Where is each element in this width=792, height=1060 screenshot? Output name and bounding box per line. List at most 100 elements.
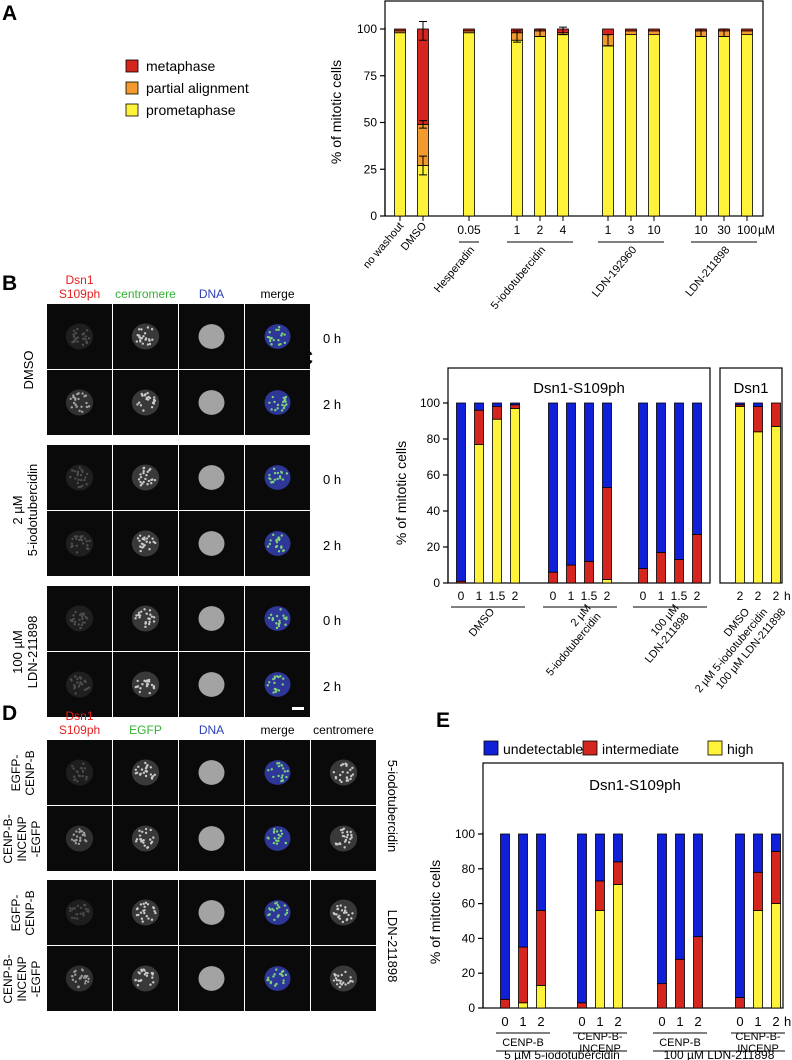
panel-b-image-tile-spot: [138, 539, 141, 542]
panel-c-ytick-label: 80: [427, 432, 441, 446]
panel-a-bar-prometaphase: [511, 39, 523, 217]
panel-d-image-tile-spot: [276, 903, 280, 907]
panel-b-image-tile: [179, 511, 244, 576]
panel-b-image-tile-spot: [88, 539, 91, 543]
panel-d-image-tile-spot: [152, 836, 155, 839]
panel-c-bar-intermediate: [510, 404, 520, 409]
panel-a-bar-metaphase: [648, 28, 660, 32]
panel-a-bar-prometaphase: [741, 34, 753, 217]
panel-e-ytick-label: 100: [455, 827, 475, 841]
panel-a-category-label: 1: [514, 223, 521, 237]
panel-b-channel-label: DNA: [199, 287, 224, 301]
panel-e-ytick-label: 0: [468, 1001, 475, 1015]
panel-b-image-tile-spot: [138, 690, 142, 694]
panel-b-image-tile-spot: [74, 332, 78, 335]
panel-b-image-tile-spot: [271, 395, 274, 399]
panel-b-image-tile-spot: [277, 339, 280, 342]
panel-letter-e: E: [436, 709, 450, 732]
panel-a-group-label: Hesperadin: [432, 244, 477, 295]
panel-b-group-label-line: 2 µM: [10, 495, 25, 524]
panel-b-image-tile-spot: [84, 335, 87, 338]
panel-a-category-label: 1: [605, 223, 612, 237]
panel-b-image-tile-spot: [269, 539, 272, 542]
panel-c-bar-undetectable: [692, 402, 702, 535]
panel-c-category-label: 1.5: [671, 589, 688, 603]
panel-d-row-label: EGFP- CENP-B: [9, 890, 37, 935]
panel-b-image-tile-spot: [280, 546, 283, 549]
panel-b-image-tile-spot: [269, 613, 273, 617]
panel-b-image-tile-spot: [145, 540, 148, 543]
panel-d-image-tile: [179, 806, 244, 871]
panel-d-image-tile-spot: [74, 980, 77, 983]
panel-b-image-tile-spot: [279, 675, 282, 678]
panel-c-bar-undetectable: [566, 402, 576, 566]
panel-d-image-tile-nucleus: [198, 966, 225, 991]
panel-d-image-tile-spot: [275, 968, 278, 971]
panel-d-image-tile-spot: [340, 764, 343, 767]
panel-b-image-tile-spot: [79, 536, 83, 539]
panel-a-error-bar: [513, 30, 521, 43]
panel-d-image-tile-spot: [143, 905, 146, 909]
panel-b-image-tile: [245, 445, 310, 510]
panel-d-row-label-line: -EGFP: [29, 961, 43, 998]
panel-b-channel-label-line: centromere: [115, 287, 176, 301]
panel-d-image-tile-spot: [149, 838, 152, 841]
panel-d-image-tile-cell: [131, 825, 160, 852]
panel-a-legend-swatch: [125, 81, 139, 95]
panel-b-time-label: 0 h: [323, 472, 341, 487]
panel-d-image-tile-spot: [76, 917, 79, 920]
panel-e-legend-label: intermediate: [602, 741, 679, 757]
panel-d-image-tile-spot: [135, 838, 139, 841]
panel-b-image-tile-spot: [284, 623, 287, 626]
panel-b-image-tile-spot: [77, 392, 80, 395]
panel-b-image-tile-spot: [272, 677, 275, 681]
panel-d-image-tile-cell: [131, 965, 160, 992]
panel-a-legend-swatch: [125, 103, 139, 117]
panel-b-image-tile-spot: [147, 535, 151, 538]
panel-a-category-label: 100: [737, 223, 757, 237]
panel-b-image-tile-spot: [146, 679, 149, 682]
panel-e-ylabel: % of mitotic cells: [427, 860, 443, 964]
panel-c-bar-high: [602, 579, 612, 584]
panel-d-image-tile-spot: [277, 905, 281, 909]
panel-b-image-tile-spot: [275, 328, 278, 331]
panel-b-image-tile-spot: [148, 617, 151, 621]
panel-d-image-tile-spot: [76, 912, 79, 916]
panel-d-image-tile-spot: [74, 973, 77, 976]
panel-b-image-tile-spot: [148, 691, 151, 695]
panel-d-image-tile: [179, 880, 244, 945]
panel-d-image-tile-spot: [346, 771, 349, 774]
panel-d-image-tile-spot: [78, 977, 82, 980]
panel-b-image-tile-spot: [281, 403, 284, 407]
panel-b-group-label-line: 5-iodotubercidin: [25, 464, 40, 557]
panel-b-image-tile-spot: [140, 328, 143, 331]
panel-b-image-tile-spot: [139, 480, 142, 484]
panel-e-bar-intermediate: [735, 997, 745, 1009]
panel-b-image-tile-spot: [275, 626, 279, 630]
panel-b-channel-label-line: merge: [260, 287, 294, 301]
panel-b-image-tile-spot: [148, 468, 151, 472]
panel-e-drug-label: 100 µM LDN-211898: [664, 1048, 775, 1060]
panel-b-image-tile-spot: [142, 470, 145, 473]
panel-b-image-tile: [245, 652, 310, 717]
panel-b-image-tile-spot: [151, 338, 154, 341]
panel-d-image-tile-spot: [277, 761, 281, 765]
panel-b-image-tile-spot: [135, 340, 139, 343]
panel-b-image-tile-spot: [81, 410, 84, 414]
panel-b-image-tile-spot: [81, 470, 84, 474]
panel-d-image-tile-spot: [275, 839, 278, 842]
panel-b-channel-label: centromere: [115, 287, 176, 301]
panel-d-image-tile-spot: [149, 828, 152, 832]
panel-d-image-tile-spot: [351, 912, 354, 915]
panel-b-image-tile-spot: [146, 392, 149, 395]
panel-b-time-label: 2 h: [323, 397, 341, 412]
panel-d-image-tile-spot: [134, 768, 137, 772]
panel-b-image-tile-spot: [150, 478, 153, 482]
panel-c-bar-undetectable: [753, 402, 763, 407]
panel-b-group-label-line: 100 µM: [10, 630, 25, 674]
panel-b-image-tile-spot: [79, 676, 82, 679]
panel-d-image-tile-spot: [73, 775, 76, 778]
panel-d-image-tile-spot: [267, 769, 270, 772]
panel-a-bar-partial-alignment: [648, 30, 660, 36]
